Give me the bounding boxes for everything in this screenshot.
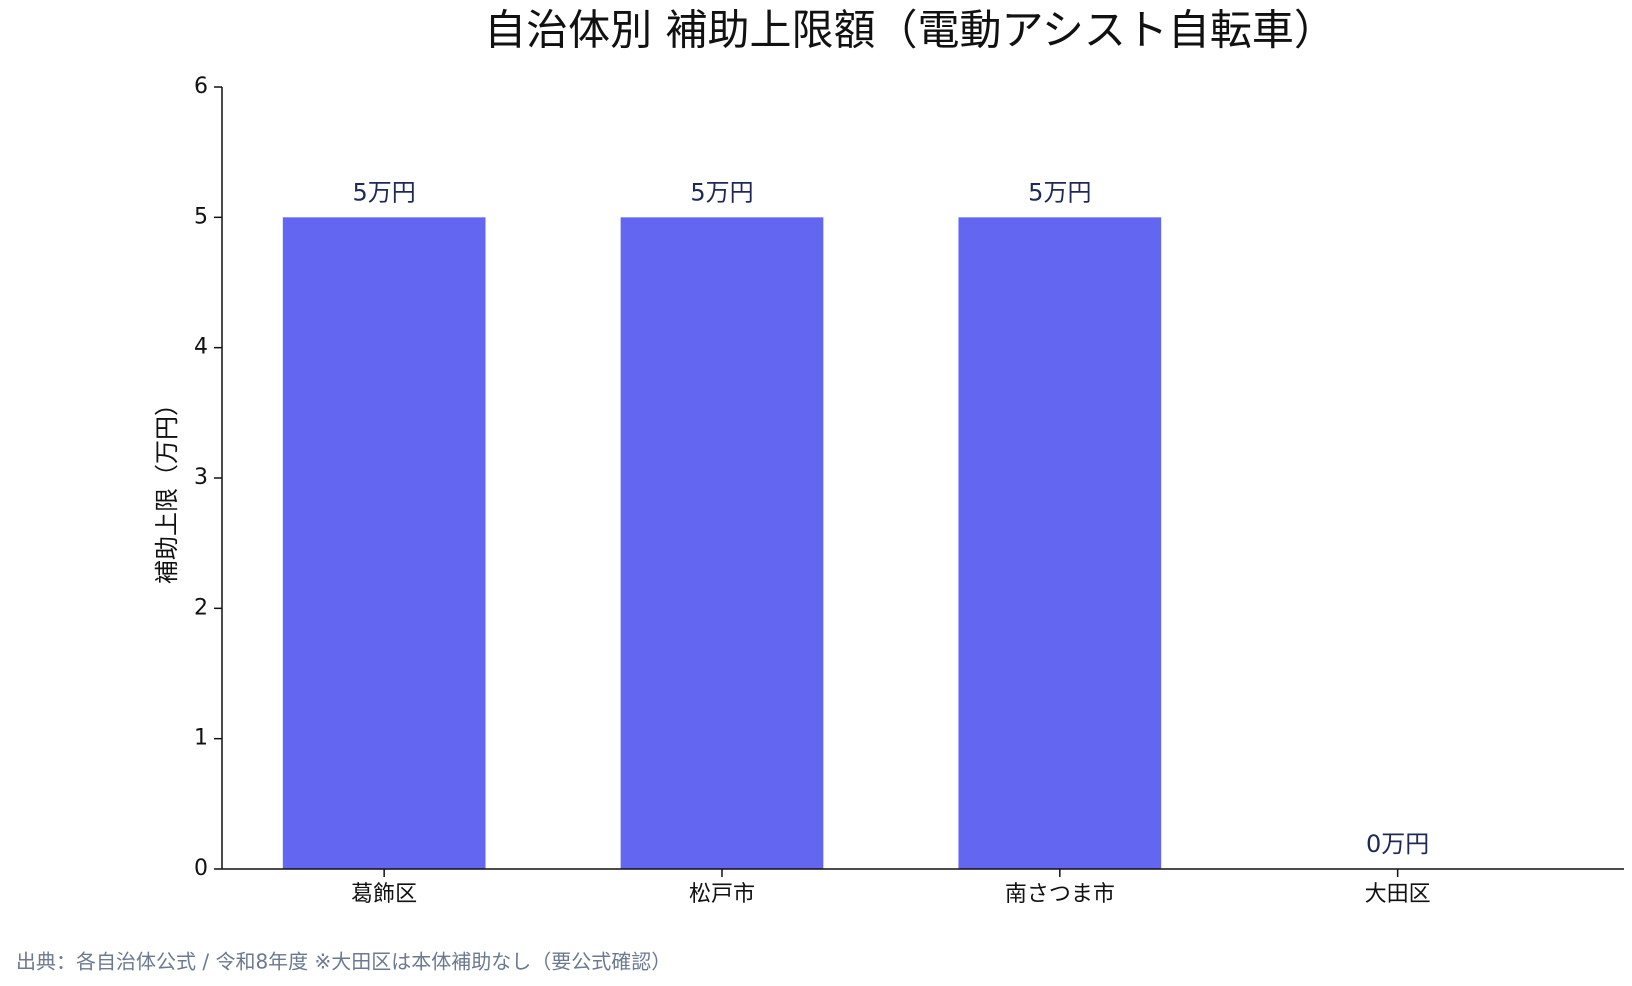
value-label: 0万円 [1366, 830, 1429, 858]
y-tick-label: 6 [194, 74, 208, 99]
y-tick-label: 2 [194, 595, 208, 620]
bar [958, 217, 1162, 870]
y-tick-label: 1 [194, 726, 208, 751]
chart-title: 自治体別 補助上限額（電動アシスト自転車） [484, 6, 1336, 55]
x-tick-label: 葛飾区 [351, 882, 417, 907]
source-note: 出典：各自治体公式 / 令和8年度 ※大田区は本体補助なし（要公式確認） [16, 950, 671, 974]
value-label: 5万円 [690, 178, 753, 206]
x-tick-label: 松戸市 [689, 882, 755, 907]
y-tick-label: 0 [194, 856, 208, 881]
y-tick-label: 5 [194, 204, 208, 229]
value-label: 5万円 [1028, 178, 1091, 206]
y-axis-label: 補助上限（万円） [153, 392, 181, 584]
bar [282, 217, 486, 870]
x-tick-label: 南さつま市 [1005, 882, 1115, 907]
x-tick-label: 大田区 [1365, 882, 1431, 907]
value-label: 5万円 [353, 178, 416, 206]
y-tick-label: 4 [194, 335, 208, 360]
bar [620, 217, 824, 870]
y-tick-label: 3 [194, 465, 208, 490]
